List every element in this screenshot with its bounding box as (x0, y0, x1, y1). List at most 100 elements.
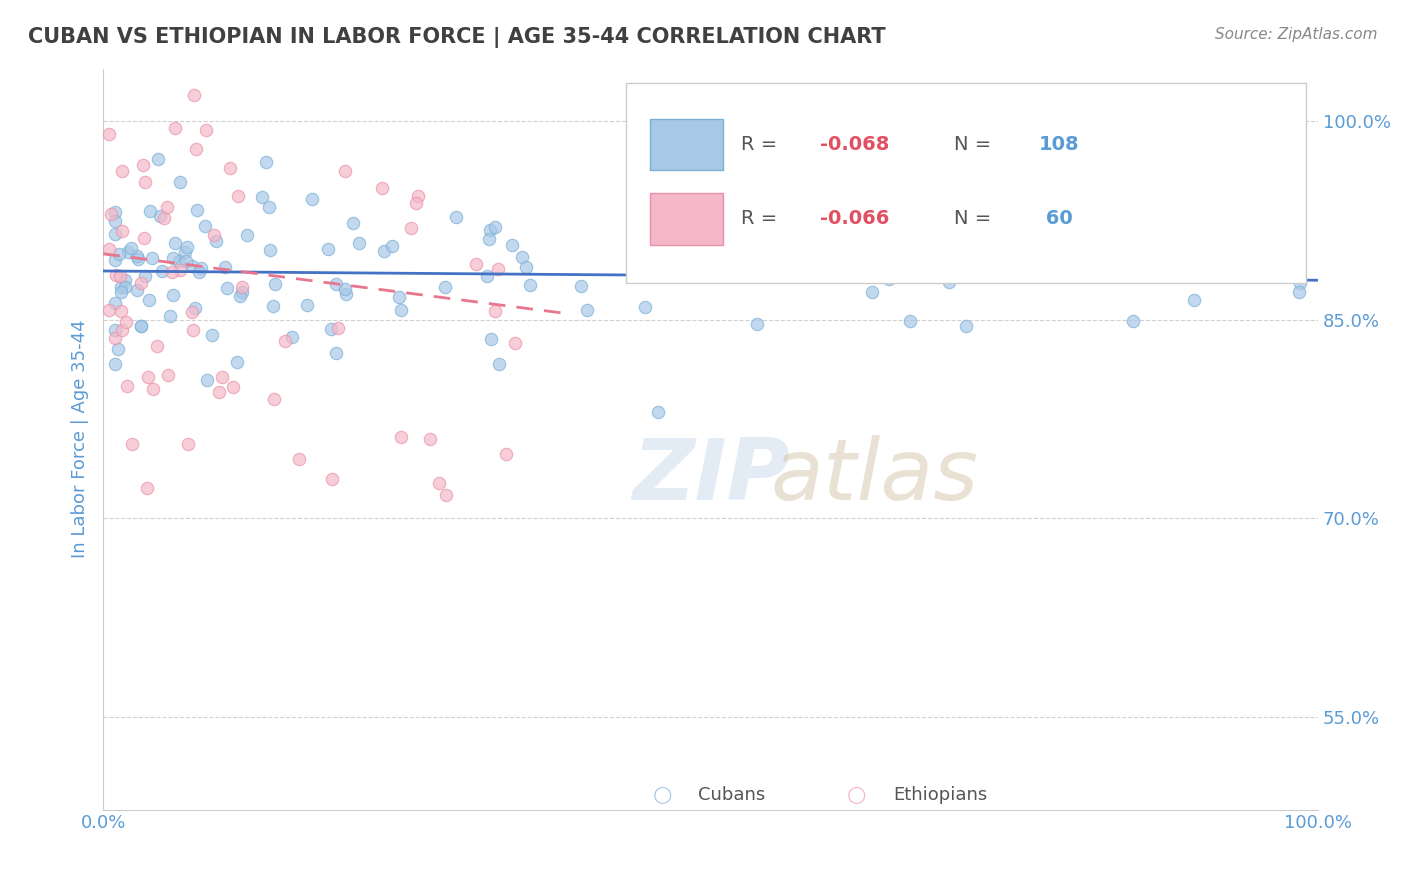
Point (174, 245, 197, 260)
Point (488, 357, 510, 371)
Point (181, 259, 204, 273)
Point (141, 251, 163, 265)
Point (190, 261, 212, 276)
Point (132, 158, 155, 172)
Point (503, 336, 526, 351)
Point (1182, 293, 1205, 307)
Text: -0.066: -0.066 (820, 209, 890, 228)
Point (231, 279, 253, 293)
Point (127, 252, 149, 266)
Point (129, 276, 152, 290)
Point (501, 238, 523, 252)
Y-axis label: In Labor Force | Age 35-44: In Labor Force | Age 35-44 (72, 319, 89, 558)
Point (633, 241, 655, 255)
Point (157, 368, 180, 382)
Point (127, 249, 149, 263)
Point (333, 164, 356, 178)
Point (111, 224, 134, 238)
Point (142, 382, 165, 396)
Point (1289, 277, 1312, 291)
Point (647, 404, 669, 418)
Point (169, 175, 191, 189)
Point (931, 255, 953, 269)
FancyBboxPatch shape (650, 119, 723, 170)
Point (436, 487, 458, 501)
Point (419, 433, 441, 447)
Point (405, 196, 427, 211)
Point (662, 261, 685, 276)
Point (852, 211, 875, 225)
Point (301, 192, 323, 206)
Point (104, 227, 127, 242)
Point (156, 201, 179, 215)
Point (148, 153, 170, 167)
Point (129, 318, 152, 333)
Point (110, 280, 132, 294)
Point (162, 251, 184, 265)
Point (495, 447, 517, 461)
Point (107, 342, 129, 356)
Point (575, 303, 598, 318)
Point (163, 120, 186, 135)
Point (98, 242, 121, 256)
Point (231, 285, 253, 300)
Point (325, 346, 347, 360)
Point (347, 235, 370, 250)
Point (259, 200, 281, 214)
Point (121, 437, 143, 451)
Point (114, 280, 136, 294)
Point (98, 303, 121, 318)
Point (235, 228, 257, 243)
Point (444, 211, 467, 225)
Point (159, 310, 181, 324)
Text: N =: N = (953, 209, 997, 228)
Point (134, 231, 156, 245)
Point (108, 269, 131, 284)
Point (388, 290, 411, 304)
Point (281, 329, 304, 343)
Text: Source: ZipAtlas.com: Source: ZipAtlas.com (1215, 27, 1378, 42)
Point (152, 211, 174, 226)
Point (181, 323, 204, 337)
Point (207, 385, 229, 400)
Point (406, 189, 429, 203)
Point (898, 314, 921, 328)
Point (325, 277, 347, 292)
Point (326, 321, 349, 335)
Point (219, 161, 242, 175)
Point (321, 472, 343, 486)
Point (114, 273, 136, 287)
Point (98, 127, 121, 141)
Point (150, 264, 173, 278)
Point (136, 370, 159, 384)
Point (706, 230, 728, 244)
Point (104, 214, 127, 228)
Point (204, 234, 226, 248)
Point (478, 232, 501, 246)
Point (104, 323, 127, 337)
Point (484, 219, 506, 234)
Point (1122, 314, 1144, 328)
Point (484, 304, 506, 318)
Point (111, 323, 134, 337)
Point (221, 380, 243, 394)
Point (211, 370, 233, 384)
Point (135, 481, 157, 495)
Point (262, 299, 284, 313)
Point (745, 317, 768, 331)
Point (427, 475, 450, 490)
Point (938, 275, 960, 289)
Point (433, 280, 456, 294)
Point (134, 175, 156, 189)
Point (111, 164, 134, 178)
Point (167, 254, 190, 268)
Point (381, 238, 404, 252)
Point (371, 181, 394, 195)
Point (139, 204, 162, 219)
Point (114, 315, 136, 329)
Point (401, 221, 423, 235)
Point (634, 300, 657, 314)
Point (194, 123, 217, 137)
Point (389, 430, 412, 444)
Point (186, 202, 208, 217)
